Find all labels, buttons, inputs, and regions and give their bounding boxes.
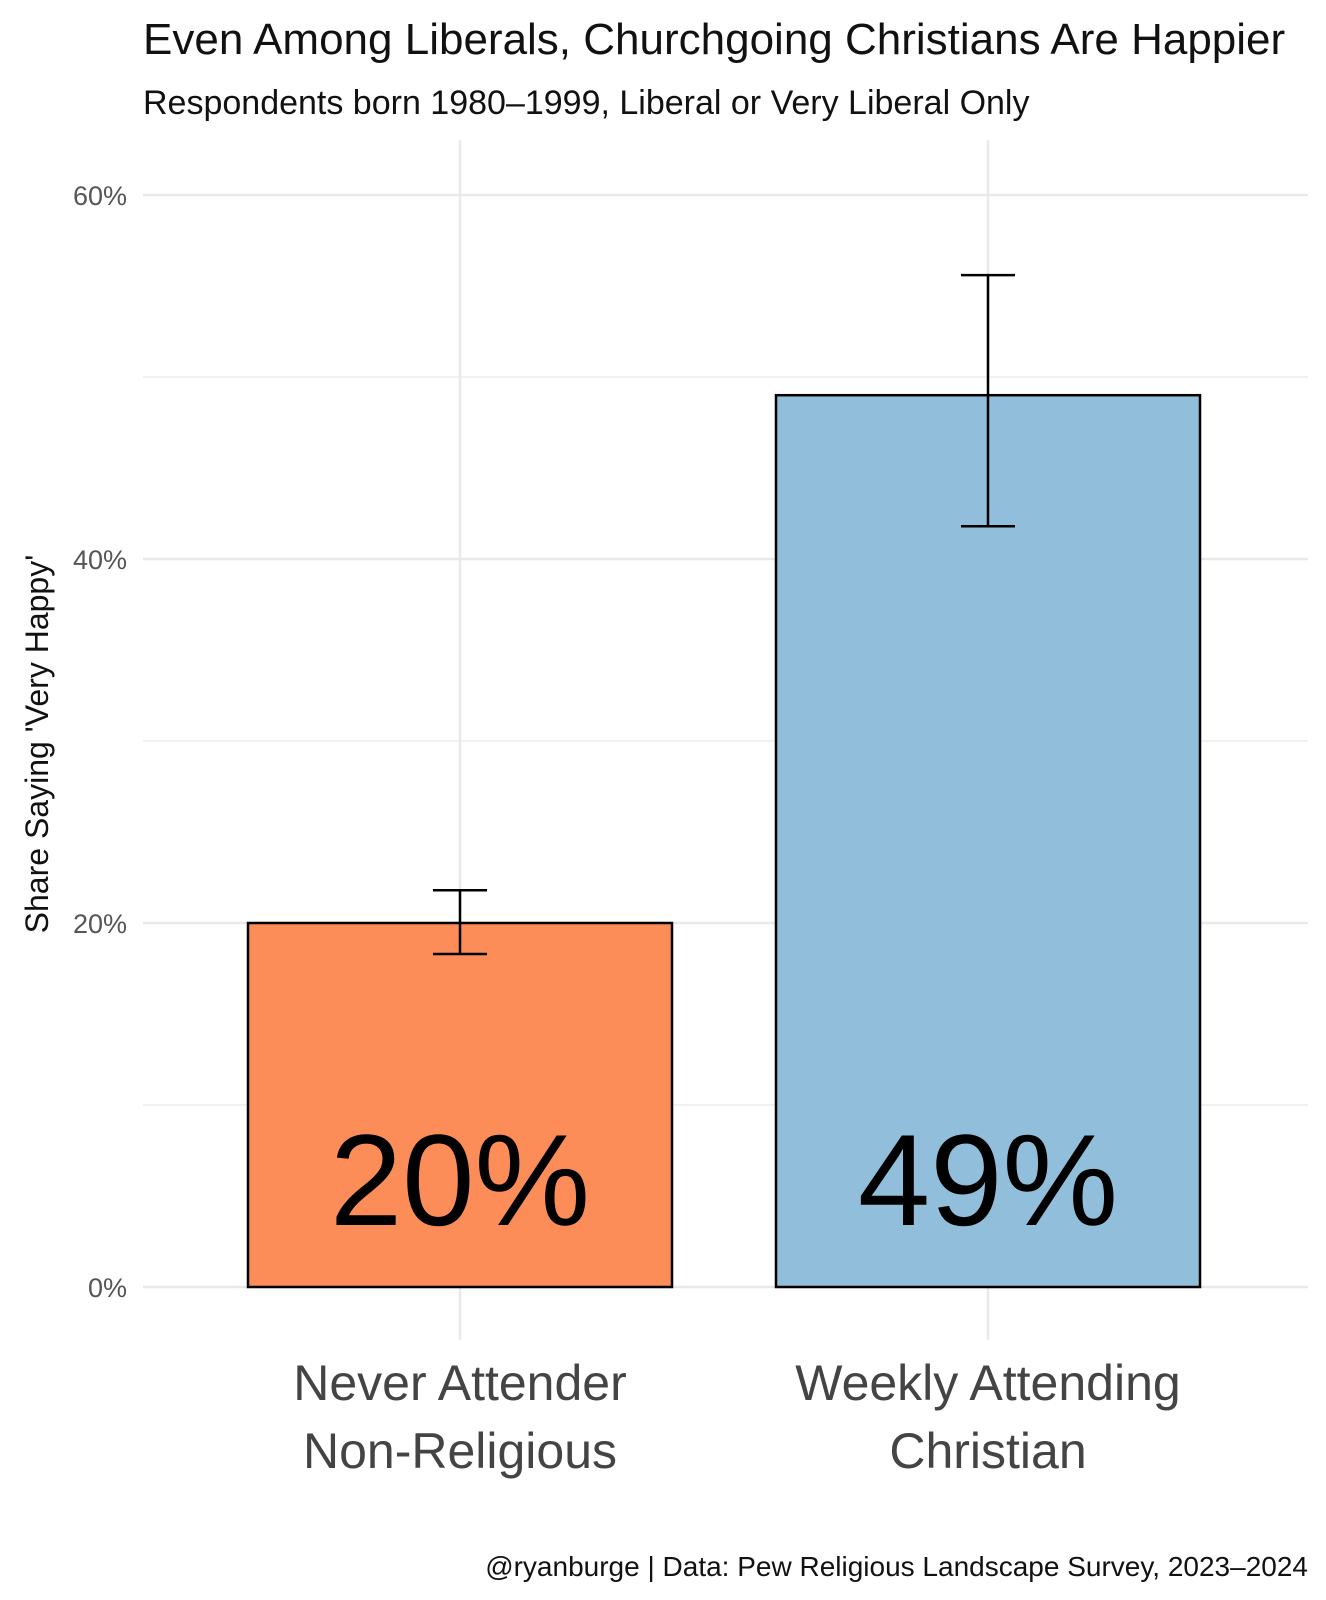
y-tick-label: 20% bbox=[73, 909, 127, 939]
bar bbox=[246, 921, 674, 1289]
error-bars bbox=[433, 273, 1015, 956]
bar-value-label: 49% bbox=[858, 1107, 1118, 1253]
bar-value-label: 20% bbox=[330, 1107, 590, 1253]
y-tick-label: 60% bbox=[73, 181, 127, 211]
bars bbox=[246, 393, 1202, 1289]
bar bbox=[774, 393, 1202, 1289]
error-bar bbox=[961, 273, 1015, 528]
error-bar bbox=[433, 888, 487, 956]
y-tick-label: 40% bbox=[73, 545, 127, 575]
chart-title: Even Among Liberals, Churchgoing Christi… bbox=[143, 15, 1285, 64]
x-tick-label: Weekly Attending Christian bbox=[795, 1355, 1180, 1479]
y-tick-label: 0% bbox=[88, 1273, 127, 1303]
x-axis-ticks: Never Attender Non-Religious Weekly Attend… bbox=[293, 1355, 1180, 1479]
y-axis-ticks: 0% 20% 40% 60% bbox=[73, 181, 127, 1303]
chart-caption: @ryanburge | Data: Pew Religious Landsca… bbox=[485, 1551, 1308, 1582]
y-axis-label: Share Saying 'Very Happy' bbox=[19, 555, 55, 934]
x-tick-label: Never Attender Non-Religious bbox=[293, 1355, 627, 1479]
bar-value-labels: 20% 49% bbox=[330, 1107, 1118, 1253]
chart-subtitle: Respondents born 1980–1999, Liberal or V… bbox=[143, 84, 1029, 122]
